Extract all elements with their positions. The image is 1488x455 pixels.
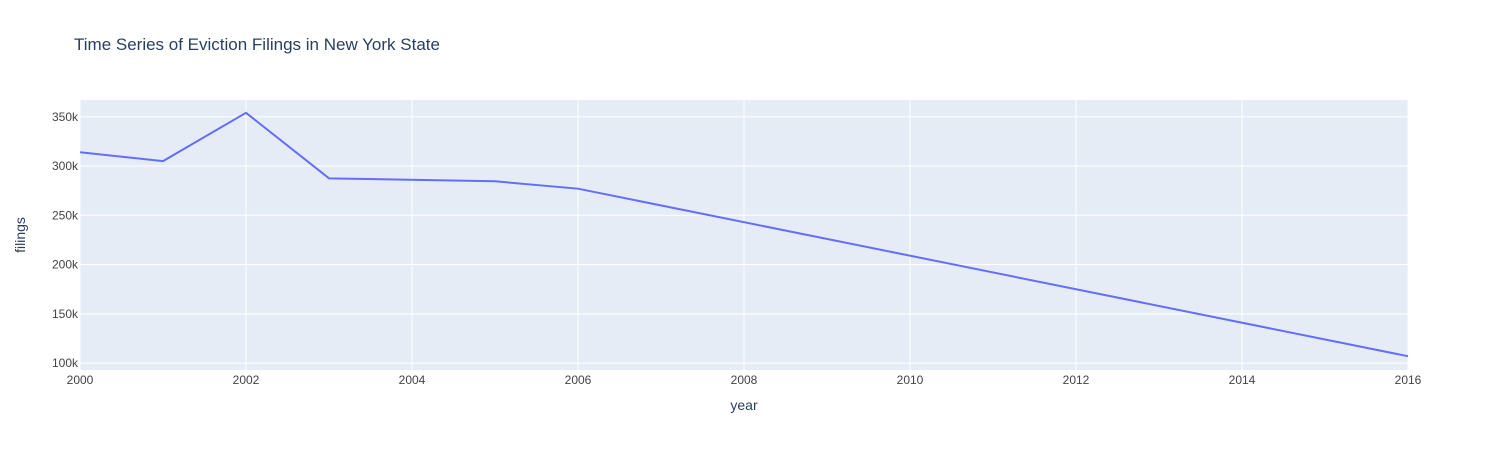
- y-tick-label: 250k: [52, 208, 79, 222]
- series-layer: [79, 111, 1409, 358]
- y-axis-label: filings: [12, 217, 28, 253]
- y-tick-label: 100k: [52, 356, 79, 370]
- y-tick-label: 200k: [52, 258, 79, 272]
- y-tick-label: 350k: [52, 110, 79, 124]
- chart-title: Time Series of Eviction Filings in New Y…: [74, 35, 440, 54]
- x-tick-label: 2010: [897, 373, 924, 387]
- x-tick-label: 2004: [399, 373, 426, 387]
- y-tick-label: 150k: [52, 307, 79, 321]
- x-tick-label: 2014: [1229, 373, 1256, 387]
- series-line: [79, 111, 1409, 358]
- x-tick-label: 2016: [1395, 373, 1422, 387]
- x-tick-label: 2002: [233, 373, 260, 387]
- x-axis-label: year: [730, 397, 758, 413]
- y-axis-ticks: 100k 150k 200k 250k 300k 350k: [52, 110, 79, 370]
- y-tick-label: 300k: [52, 159, 79, 173]
- x-tick-label: 2012: [1063, 373, 1090, 387]
- gridlines: [79, 100, 1409, 370]
- x-tick-label: 2000: [67, 373, 94, 387]
- x-axis-ticks: 2000 2002 2004 2006 2008 2010 2012 2014 2016: [67, 373, 1422, 387]
- x-tick-label: 2008: [731, 373, 758, 387]
- x-tick-label: 2006: [565, 373, 592, 387]
